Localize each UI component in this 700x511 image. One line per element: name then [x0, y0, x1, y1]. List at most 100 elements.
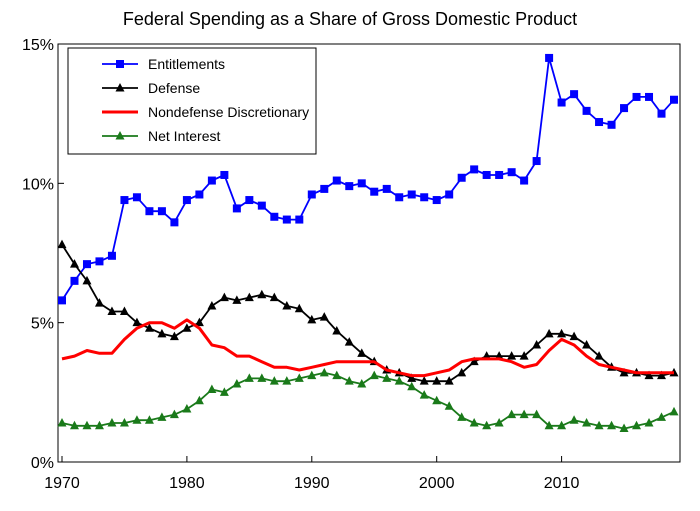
data-point-entitlements	[357, 179, 366, 188]
data-point-entitlements	[82, 260, 91, 269]
data-point-defense	[444, 376, 454, 385]
legend-marker-net-interest	[115, 131, 125, 140]
data-point-entitlements	[120, 196, 129, 205]
data-point-net-interest	[557, 420, 567, 430]
data-point-entitlements	[607, 120, 616, 129]
data-point-defense	[657, 370, 667, 380]
data-point-entitlements	[532, 157, 541, 166]
data-point-entitlements	[632, 92, 641, 101]
data-point-net-interest	[307, 370, 317, 380]
data-point-defense	[157, 328, 167, 338]
y-tick-label: 10%	[22, 176, 54, 193]
data-point-entitlements	[170, 218, 179, 227]
data-point-net-interest	[444, 401, 454, 410]
data-point-defense	[194, 317, 204, 327]
data-point-net-interest	[57, 417, 67, 427]
data-point-net-interest	[532, 409, 542, 419]
data-point-net-interest	[282, 376, 292, 385]
data-point-net-interest	[169, 409, 179, 419]
data-point-defense	[569, 331, 579, 341]
data-point-entitlements	[107, 251, 116, 260]
data-point-defense	[94, 298, 104, 307]
data-point-entitlements	[145, 207, 154, 216]
data-point-defense	[319, 312, 329, 321]
data-point-entitlements	[395, 193, 404, 202]
data-point-entitlements	[557, 98, 566, 107]
series-line-net-interest	[61, 371, 675, 430]
data-point-net-interest	[332, 370, 342, 380]
data-point-defense	[357, 348, 367, 357]
data-point-defense	[232, 295, 242, 304]
data-point-entitlements	[320, 184, 329, 193]
data-point-entitlements	[482, 170, 491, 179]
data-point-defense	[519, 351, 529, 360]
data-point-defense	[557, 328, 567, 338]
data-point-entitlements	[382, 184, 391, 193]
data-point-defense	[69, 259, 79, 268]
data-point-defense	[332, 326, 342, 335]
plot-area: 0% 5% 10% 15% 1970 1980 1990 2000 2010 Entitlemen…	[22, 37, 681, 492]
data-point-entitlements	[545, 53, 554, 62]
data-point-net-interest	[94, 420, 104, 430]
plot-frame	[57, 43, 681, 463]
data-point-entitlements	[582, 106, 591, 115]
data-point-defense	[469, 356, 479, 366]
data-point-defense	[419, 376, 429, 385]
data-point-net-interest	[657, 412, 667, 421]
data-point-net-interest	[469, 417, 479, 427]
data-point-defense	[119, 306, 129, 316]
data-point-defense	[219, 292, 229, 302]
legend-marker-defense	[115, 83, 125, 92]
data-point-defense	[544, 328, 554, 338]
data-point-defense	[269, 292, 279, 302]
data-point-net-interest	[344, 376, 354, 385]
data-point-entitlements	[645, 92, 654, 101]
data-point-entitlements	[595, 118, 604, 127]
data-point-net-interest	[569, 415, 579, 424]
data-point-net-interest	[594, 420, 604, 430]
data-point-net-interest	[69, 420, 79, 430]
data-point-net-interest	[394, 376, 404, 385]
data-point-entitlements	[507, 168, 516, 177]
data-point-net-interest	[432, 395, 442, 405]
data-point-defense	[619, 367, 629, 377]
data-point-net-interest	[369, 370, 379, 380]
data-point-net-interest	[607, 420, 617, 430]
data-point-defense	[594, 351, 604, 360]
data-point-net-interest	[669, 406, 679, 416]
data-point-entitlements	[345, 182, 354, 191]
data-point-entitlements	[445, 190, 454, 199]
data-point-net-interest	[507, 409, 517, 419]
data-point-entitlements	[270, 212, 279, 221]
x-tick-label: 2000	[419, 475, 455, 492]
data-point-entitlements	[257, 201, 266, 210]
data-point-defense	[82, 275, 92, 285]
legend-label-entitlements: Entitlements	[148, 56, 225, 72]
data-point-entitlements	[157, 207, 166, 216]
legend-label-net-interest: Net Interest	[148, 128, 220, 144]
data-point-defense	[507, 351, 517, 360]
x-tick-label: 1980	[169, 475, 205, 492]
data-point-entitlements	[520, 176, 529, 185]
data-point-defense	[107, 306, 117, 316]
data-point-defense	[294, 303, 304, 313]
data-point-net-interest	[132, 415, 142, 424]
data-point-entitlements	[282, 215, 291, 224]
data-point-entitlements	[232, 204, 241, 213]
data-point-net-interest	[644, 417, 654, 427]
legend-label-defense: Defense	[148, 80, 200, 96]
y-tick-label: 5%	[31, 316, 54, 333]
data-point-defense	[532, 339, 542, 349]
data-point-entitlements	[132, 193, 141, 202]
data-point-net-interest	[119, 417, 129, 427]
data-point-defense	[244, 292, 254, 302]
data-point-entitlements	[670, 95, 678, 104]
data-point-net-interest	[82, 420, 92, 430]
data-point-net-interest	[319, 367, 329, 377]
data-point-net-interest	[544, 420, 554, 430]
legend-marker-entitlements	[116, 60, 124, 68]
data-point-entitlements	[420, 193, 429, 202]
data-point-entitlements	[307, 190, 316, 199]
data-point-defense	[432, 376, 442, 385]
